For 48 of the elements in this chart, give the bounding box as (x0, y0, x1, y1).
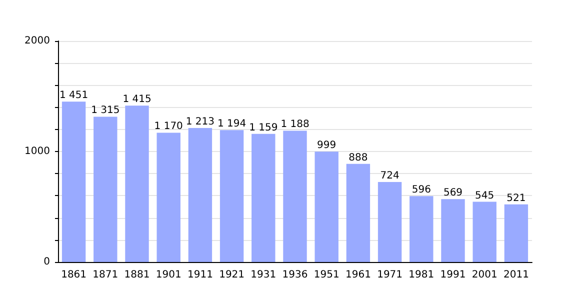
x-tick-label: 1971 (377, 270, 403, 280)
x-tick-label: 1881 (124, 270, 150, 280)
bar (283, 130, 307, 262)
bar (156, 132, 180, 262)
x-tick-label: 1861 (61, 270, 87, 280)
x-tick-label: 1921 (219, 270, 245, 280)
data-label: 1 213 (186, 116, 215, 128)
x-tick-label: 1901 (156, 270, 182, 280)
bar (188, 128, 212, 262)
data-label: 888 (348, 152, 368, 164)
x-tick-label: 1991 (440, 270, 466, 280)
bar (441, 199, 465, 262)
data-label: 596 (412, 184, 431, 196)
bar (378, 182, 402, 262)
x-tick-label: 1871 (92, 270, 118, 280)
bar (252, 134, 276, 262)
data-label: 1 415 (122, 94, 152, 106)
data-label: 545 (475, 190, 494, 202)
y-tick-label: 0 (44, 256, 50, 268)
data-label: 1 315 (91, 105, 120, 116)
y-tick-label: 1000 (24, 146, 50, 157)
bar (125, 106, 149, 262)
bar (472, 202, 496, 262)
x-tick-label: 1981 (408, 270, 434, 280)
bar (410, 196, 434, 262)
data-label: 1 159 (249, 122, 278, 134)
bar (94, 116, 118, 262)
bar (314, 152, 338, 262)
data-label: 724 (380, 170, 400, 182)
data-label: 569 (443, 188, 463, 199)
data-label: 521 (506, 192, 526, 204)
x-tick-label: 1961 (345, 270, 371, 280)
bar (504, 204, 528, 262)
data-label: 1 194 (217, 118, 246, 130)
x-tick-label: 2001 (472, 270, 498, 280)
bar (220, 130, 244, 262)
bar (62, 102, 86, 262)
x-tick-label: 1951 (314, 270, 340, 280)
x-tick-label: 2011 (503, 270, 529, 280)
x-tick-label: 1931 (250, 270, 276, 280)
data-label: 999 (317, 140, 336, 152)
data-label: 1 188 (280, 119, 310, 130)
x-tick-label: 1911 (187, 270, 213, 280)
y-tick-label: 2000 (24, 36, 50, 46)
bar (346, 164, 370, 262)
x-tick-label: 1936 (282, 270, 308, 280)
data-label: 1 170 (154, 121, 183, 132)
data-label: 1 451 (59, 90, 88, 102)
